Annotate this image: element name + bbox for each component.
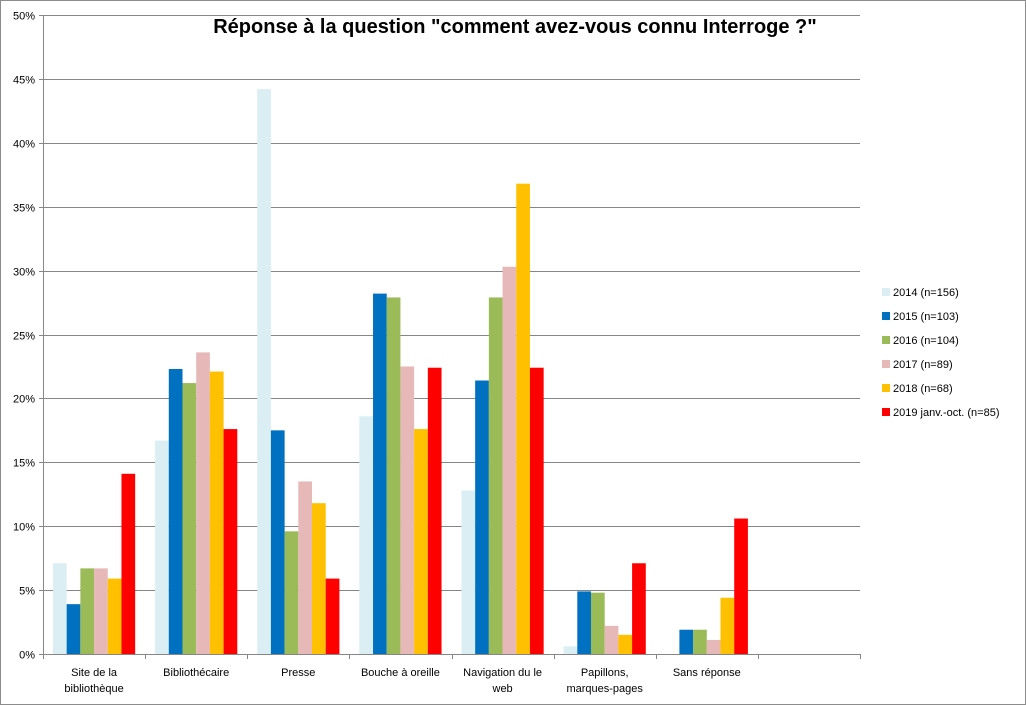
bar [121, 473, 136, 654]
bar [94, 568, 108, 654]
bar [107, 578, 122, 654]
legend-label: 2019 janv.-oct. (n=85) [893, 407, 1000, 419]
bar [196, 352, 210, 654]
x-tick-label: Site de la [71, 667, 118, 679]
bar [734, 518, 748, 654]
bar [563, 646, 578, 654]
legend-label: 2017 (n=89) [893, 359, 953, 371]
x-tick-label: web [492, 683, 513, 695]
bar [516, 183, 530, 654]
bar [257, 89, 271, 655]
bar [373, 293, 387, 654]
bars [52, 89, 748, 655]
y-tick-label: 50% [13, 11, 35, 23]
legend-swatch [882, 360, 890, 368]
x-tick-label: Bouche à oreille [361, 667, 440, 679]
x-tick-label: Sans réponse [673, 667, 741, 679]
bar [284, 531, 299, 654]
legend-swatch [882, 336, 890, 344]
legend-swatch [882, 288, 890, 296]
bar [604, 625, 619, 654]
y-tick-label: 30% [13, 267, 35, 279]
bar [359, 416, 374, 654]
bar [209, 371, 224, 654]
x-tick-label: Navigation du le [463, 667, 542, 679]
y-tick-label: 45% [13, 75, 35, 87]
bar [590, 592, 605, 654]
bar [502, 266, 517, 654]
bar [693, 629, 707, 654]
bar [679, 629, 694, 654]
x-tick-label: marques-pages [566, 683, 643, 695]
bar [298, 481, 313, 654]
y-tick-label: 5% [19, 586, 35, 598]
y-tick-label: 0% [19, 650, 35, 662]
x-tick-label: Presse [281, 667, 315, 679]
bar [414, 429, 428, 654]
y-axis: 0% 5% 10% 15% 20% 25% 30% 35% 40% 45% 50% [13, 11, 44, 662]
bar [66, 604, 81, 654]
bar [80, 568, 95, 654]
bar [577, 591, 591, 654]
legend-label: 2015 (n=103) [893, 311, 959, 323]
bar [223, 429, 238, 654]
bar [618, 634, 633, 654]
y-tick-label: 25% [13, 331, 35, 343]
y-tick-label: 35% [13, 203, 35, 215]
legend-label: 2016 (n=104) [893, 335, 959, 347]
bar [270, 430, 285, 654]
bar [312, 503, 326, 654]
chart-title: Réponse à la question "comment avez-vous… [213, 16, 817, 38]
bar [427, 367, 442, 654]
y-tick-label: 10% [13, 522, 35, 534]
bar [529, 367, 544, 654]
bar [488, 297, 503, 654]
bar [325, 578, 340, 654]
bar [720, 597, 735, 654]
bar [52, 563, 67, 654]
x-axis: Site de la bibliothèque Bibliothécaire Pres… [43, 654, 861, 695]
legend: 2014 (n=156) 2015 (n=103) 2016 (n=104) 2017… [882, 287, 1000, 419]
bar [155, 440, 169, 654]
bar [706, 639, 721, 654]
legend-label: 2014 (n=156) [893, 287, 959, 299]
bar [386, 297, 401, 654]
legend-label: 2018 (n=68) [893, 383, 953, 395]
bar [632, 563, 646, 654]
bar [475, 380, 489, 654]
legend-swatch [882, 408, 890, 416]
bar [400, 366, 415, 654]
x-tick-label: bibliothèque [64, 683, 123, 695]
y-tick-label: 40% [13, 139, 35, 151]
y-tick-label: 20% [13, 394, 35, 406]
bar [168, 369, 183, 654]
y-tick-label: 15% [13, 458, 35, 470]
x-tick-label: Papillons, [581, 667, 629, 679]
bar [182, 383, 197, 654]
legend-swatch [882, 312, 890, 320]
legend-swatch [882, 384, 890, 392]
x-tick-label: Bibliothécaire [163, 667, 229, 679]
bar [461, 490, 476, 654]
